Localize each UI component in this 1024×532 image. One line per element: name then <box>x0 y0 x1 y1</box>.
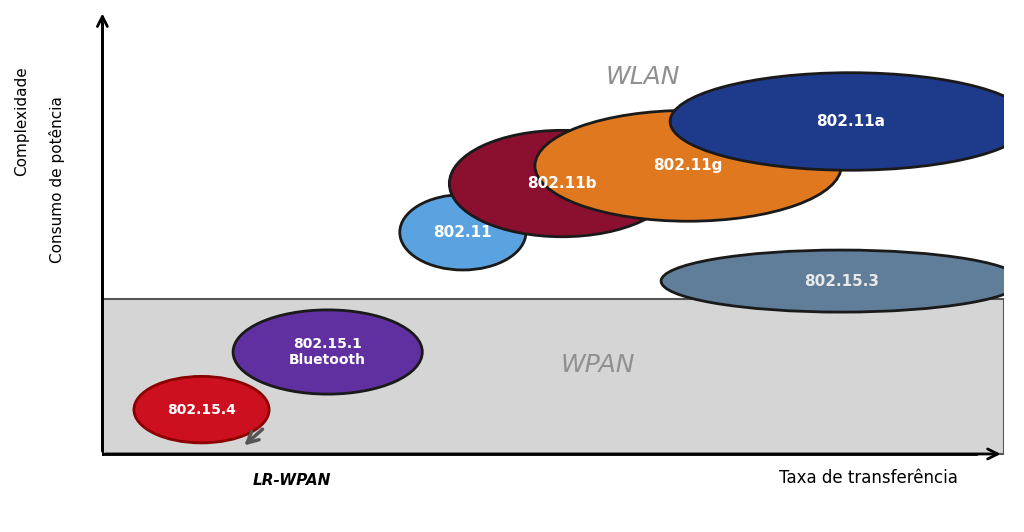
Text: LR-WPAN: LR-WPAN <box>253 473 331 488</box>
Ellipse shape <box>450 130 675 237</box>
Text: 802.15.4: 802.15.4 <box>167 403 236 417</box>
Text: WPAN: WPAN <box>561 353 635 377</box>
Text: 802.15.3: 802.15.3 <box>804 273 879 288</box>
Text: Complexidade: Complexidade <box>13 66 29 176</box>
Ellipse shape <box>134 377 269 443</box>
Text: WLAN: WLAN <box>606 65 680 89</box>
Text: 802.11a: 802.11a <box>816 114 885 129</box>
Text: 802.11: 802.11 <box>433 225 493 240</box>
Ellipse shape <box>670 73 1024 170</box>
Text: 802.15.1
Bluetooth: 802.15.1 Bluetooth <box>289 337 367 367</box>
Ellipse shape <box>662 250 1022 312</box>
Bar <box>102 299 1004 454</box>
Ellipse shape <box>399 195 526 270</box>
Text: Consumo de potência: Consumo de potência <box>49 96 66 263</box>
Ellipse shape <box>535 111 842 221</box>
Text: 802.11b: 802.11b <box>527 176 597 191</box>
Text: 802.11g: 802.11g <box>653 159 723 173</box>
Text: Taxa de transferência: Taxa de transferência <box>779 469 957 487</box>
Ellipse shape <box>233 310 422 394</box>
